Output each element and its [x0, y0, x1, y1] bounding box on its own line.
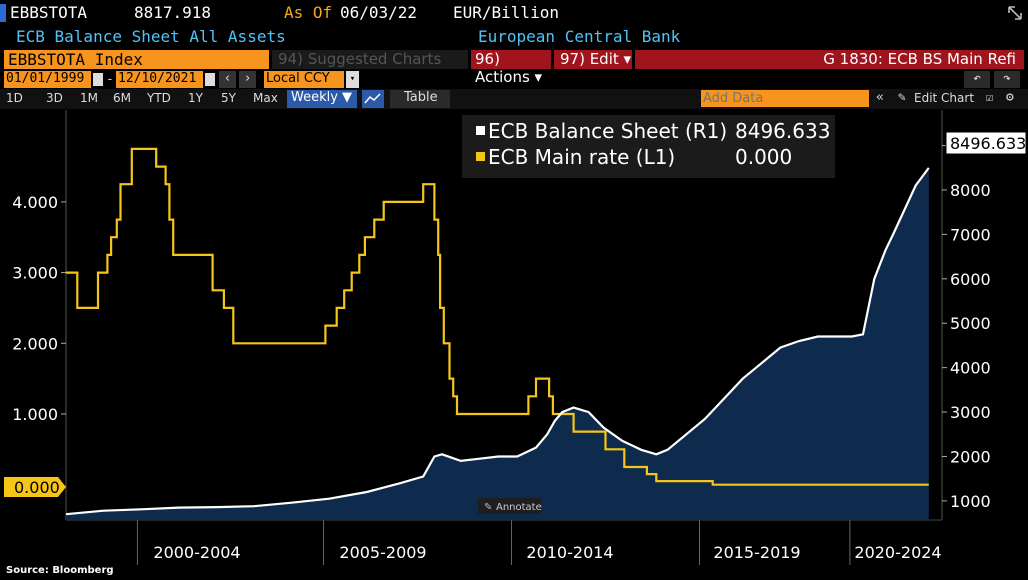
collapse-icon[interactable]: « — [876, 90, 884, 105]
start-calendar-icon[interactable] — [93, 73, 103, 86]
right-tick-label: 4000 — [950, 359, 991, 378]
x-tick-label: 2020-2024 — [854, 543, 941, 562]
left-tick-label: 4.000 — [12, 193, 58, 212]
source-name: European Central Bank — [478, 27, 681, 46]
last-value-left-text: 0.000 — [14, 478, 60, 497]
add-data-input[interactable] — [701, 90, 869, 107]
last-value-left-badge: 0.000 — [4, 477, 66, 497]
actions-menu-button[interactable]: 96) Actions ▾ — [471, 50, 551, 86]
right-tick-label: 2000 — [950, 447, 991, 466]
security-header-row: EBBSTOTA 8817.918 As Of 06/03/22 EUR/Bil… — [0, 0, 1028, 26]
right-tick-label: 8000 — [950, 181, 991, 200]
legend-box — [462, 115, 835, 178]
function-toolbar: EBBSTOTA Index 94) Suggested Charts 96) … — [0, 48, 1028, 86]
legend-value-main-rate: 0.000 — [735, 145, 792, 169]
right-tick-label: 3000 — [950, 403, 991, 422]
legend-label-balance-sheet: ECB Balance Sheet (R1) — [488, 119, 727, 143]
description-row: ECB Balance Sheet All Assets European Ce… — [0, 26, 1028, 48]
right-axis: 900080007000600050004000300020001000 — [942, 137, 991, 511]
left-tick-label: 2.000 — [12, 334, 58, 353]
x-tick-label: 2005-2009 — [339, 543, 426, 562]
edit-menu-button[interactable]: 97) Edit ▾ — [554, 50, 632, 69]
x-tick-label: 2010-2014 — [526, 543, 613, 562]
expand-icon[interactable] — [1006, 4, 1024, 22]
legend-swatch-main-rate — [476, 152, 485, 161]
range-button-ytd[interactable]: YTD — [147, 91, 171, 105]
annotate-pencil-icon: ✎ — [484, 502, 492, 513]
ticker-symbol[interactable]: EBBSTOTA — [10, 3, 88, 22]
end-calendar-icon[interactable] — [205, 73, 215, 86]
security-description: ECB Balance Sheet All Assets — [16, 27, 286, 46]
undo-icon[interactable]: ↶ — [964, 71, 990, 88]
currency-select[interactable]: Local CCY — [264, 71, 344, 88]
ticker-flag — [0, 4, 6, 22]
balance-sheet-area — [66, 167, 929, 520]
x-tick-label: 2000-2004 — [153, 543, 240, 562]
legend-swatch-balance-sheet — [476, 126, 485, 135]
as-of-date: 06/03/22 — [340, 3, 418, 22]
start-date-input[interactable]: 01/01/1999 — [4, 71, 91, 88]
last-value-right-text: 8496.633 — [950, 134, 1026, 153]
suggested-charts-button[interactable]: 94) Suggested Charts — [272, 50, 468, 69]
table-button[interactable]: Table — [390, 90, 450, 108]
prev-period-icon[interactable]: ‹ — [219, 71, 236, 88]
redo-icon[interactable]: ↷ — [994, 71, 1020, 88]
legend-item-balance-sheet[interactable]: ECB Balance Sheet (R1) 8496.633 — [476, 119, 830, 143]
left-tick-label: 3.000 — [12, 264, 58, 283]
range-button-6m[interactable]: 6M — [113, 91, 131, 105]
checkbox-edit-icon[interactable]: ☑ — [986, 90, 994, 104]
last-value: 8817.918 — [134, 3, 212, 22]
left-axis: 4.000 3.000 2.000 1.000 — [12, 193, 66, 424]
balance-sheet-line — [65, 167, 930, 516]
source-footnote: Source: Bloomberg — [6, 565, 114, 576]
units-label: EUR/Billion — [453, 3, 559, 22]
end-date-input[interactable]: 12/10/2021 — [116, 71, 203, 88]
range-button-3d[interactable]: 3D — [46, 91, 63, 105]
legend-value-balance-sheet: 8496.633 — [735, 119, 830, 143]
range-button-max[interactable]: Max — [253, 91, 278, 105]
legend-item-main-rate[interactable]: ECB Main rate (L1) 0.000 — [476, 145, 792, 169]
right-tick-label: 6000 — [950, 270, 991, 289]
next-period-icon[interactable]: › — [239, 71, 256, 88]
settings-gear-icon[interactable]: ⚙ — [1006, 90, 1014, 105]
main-rate-line — [66, 147, 929, 486]
annotate-label: Annotate — [496, 502, 542, 513]
range-button-1d[interactable]: 1D — [6, 91, 23, 105]
range-toolbar: 1D 3D 1M 6M YTD 1Y 5Y Max Weekly ▼ Table « ✎ Ed… — [0, 89, 1028, 109]
as-of-label: As Of — [284, 3, 333, 22]
edit-chart-button[interactable]: Edit Chart — [914, 91, 975, 105]
date-separator: - — [106, 72, 114, 87]
range-button-1y[interactable]: 1Y — [188, 91, 203, 105]
last-value-right-badge: 8496.633 — [945, 131, 1027, 155]
date-range-row: 01/01/1999 - 12/10/2021 ‹ › Local CCY ▾ … — [0, 70, 1028, 89]
annotate-button[interactable]: ✎ Annotate — [478, 498, 542, 514]
period-select[interactable]: Weekly ▼ — [287, 90, 357, 108]
chart-title-field[interactable]: G 1830: ECB BS Main Refi — [635, 50, 1024, 69]
x-tick-label: 2015-2019 — [713, 543, 800, 562]
left-tick-label: 1.000 — [12, 405, 58, 424]
currency-dropdown-icon[interactable]: ▾ — [346, 71, 359, 88]
range-button-5y[interactable]: 5Y — [221, 91, 236, 105]
line-chart-icon[interactable] — [362, 90, 384, 108]
pencil-icon[interactable]: ✎ — [898, 90, 906, 105]
right-tick-label: 7000 — [950, 225, 991, 244]
index-field[interactable]: EBBSTOTA Index — [4, 50, 269, 69]
range-button-1m[interactable]: 1M — [80, 91, 98, 105]
x-axis: 2000-2004 2005-2009 2010-2014 2015-2019 2020… — [153, 543, 941, 562]
right-tick-label: 1000 — [950, 492, 991, 511]
right-tick-label: 5000 — [950, 314, 991, 333]
legend-label-main-rate: ECB Main rate (L1) — [488, 145, 675, 169]
